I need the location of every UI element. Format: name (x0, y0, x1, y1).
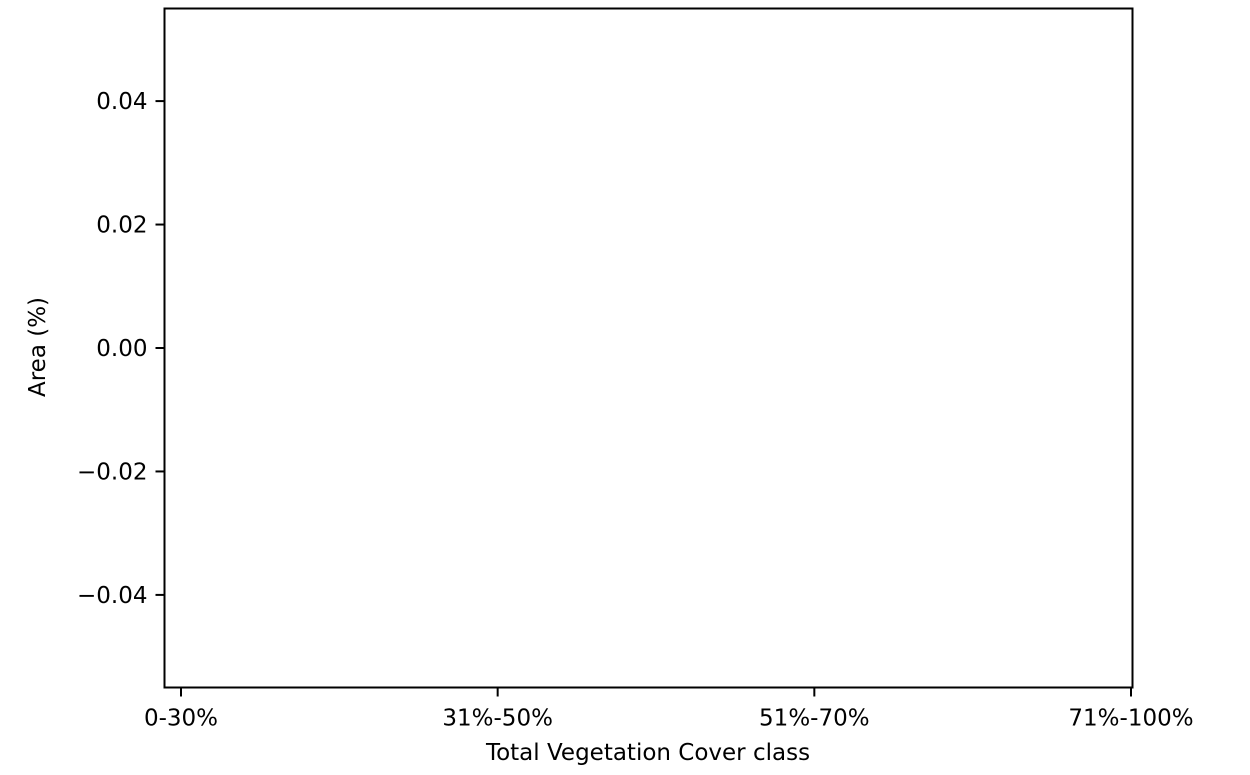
y-tick-label: 0.04 (96, 89, 147, 115)
x-tick-label: 71%-100% (1068, 706, 1193, 732)
y-tick-label: 0.02 (96, 213, 147, 239)
y-axis-label: Area (%) (25, 297, 51, 397)
x-tick-label: 31%-50% (442, 706, 553, 732)
y-tick-label: 0.00 (96, 336, 147, 362)
x-tick-label: 0-30% (144, 706, 218, 732)
x-tick-label: 51%-70% (759, 706, 870, 732)
x-axis: 0-30% 31%-50% 51%-70% 71%-100% (144, 687, 1194, 732)
plot-area-frame (163, 7, 1134, 689)
y-tick-label: −0.04 (77, 583, 147, 609)
x-axis-label: Total Vegetation Cover class (485, 740, 810, 766)
y-tick-label: −0.02 (77, 459, 147, 485)
y-axis: 0.04 0.02 0.00 −0.02 −0.04 (77, 89, 165, 609)
